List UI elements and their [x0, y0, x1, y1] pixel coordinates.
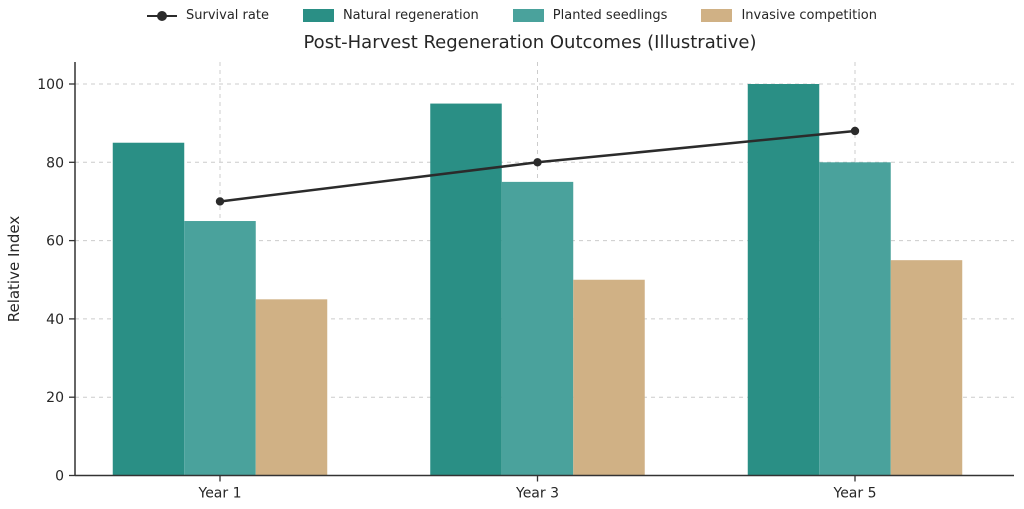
legend-color-swatch [512, 9, 544, 22]
bar-natural-regeneration-year-3 [430, 103, 502, 476]
y-tick-label: 80 [46, 155, 64, 171]
y-tick-label: 40 [46, 312, 64, 328]
survival-rate-marker-year-1 [215, 197, 225, 206]
legend-label: Natural regeneration [342, 8, 479, 23]
y-tick-label: 60 [46, 234, 64, 250]
x-tick-label: Year 1 [198, 486, 242, 502]
survival-rate-marker-year-5 [850, 126, 860, 136]
survival-rate-marker-year-3 [533, 158, 542, 167]
legend-color-swatch [701, 9, 733, 22]
bars-layer [112, 84, 963, 476]
bar-natural-regeneration-year-5 [747, 84, 820, 476]
x-tick-label: Year 5 [833, 486, 877, 502]
legend-label: Survival rate [185, 8, 269, 23]
y-axis-label: Relative Index [5, 216, 23, 323]
legend-line-dot-marker [146, 9, 177, 22]
legend-label: Invasive competition [741, 8, 878, 23]
legend-color-swatch [302, 9, 334, 22]
legend-item-invasive-competition: Invasive competition [701, 8, 877, 23]
bar-natural-regeneration-year-1 [112, 142, 185, 476]
chart-legend: Survival rate Natural regeneration Planted… [0, 8, 1024, 23]
axis-layer: 0 20 40 60 80 100 Year 1 Year 3 Year 5 [37, 62, 1014, 502]
chart-title: Post-Harvest Regeneration Outcomes (Illu… [303, 32, 757, 53]
legend-item-planted-seedlings: Planted seedlings [512, 8, 668, 23]
legend-item-natural-regeneration: Natural regeneration [302, 8, 479, 23]
y-tick-label: 20 [46, 390, 64, 406]
y-tick-label: 0 [55, 469, 64, 485]
x-tick-label: Year 3 [515, 486, 559, 502]
bar-planted-seedlings-year-3 [501, 181, 574, 476]
legend-label: Planted seedlings [552, 8, 668, 23]
bar-invasive-competition-year-1 [255, 299, 328, 476]
bar-invasive-competition-year-3 [573, 279, 645, 476]
bar-invasive-competition-year-5 [890, 260, 963, 476]
legend-item-survival-rate: Survival rate [146, 8, 269, 23]
bar-planted-seedlings-year-1 [184, 221, 256, 476]
line-layer [215, 126, 860, 206]
y-tick-label: 100 [37, 77, 64, 93]
bar-planted-seedlings-year-5 [819, 162, 891, 476]
